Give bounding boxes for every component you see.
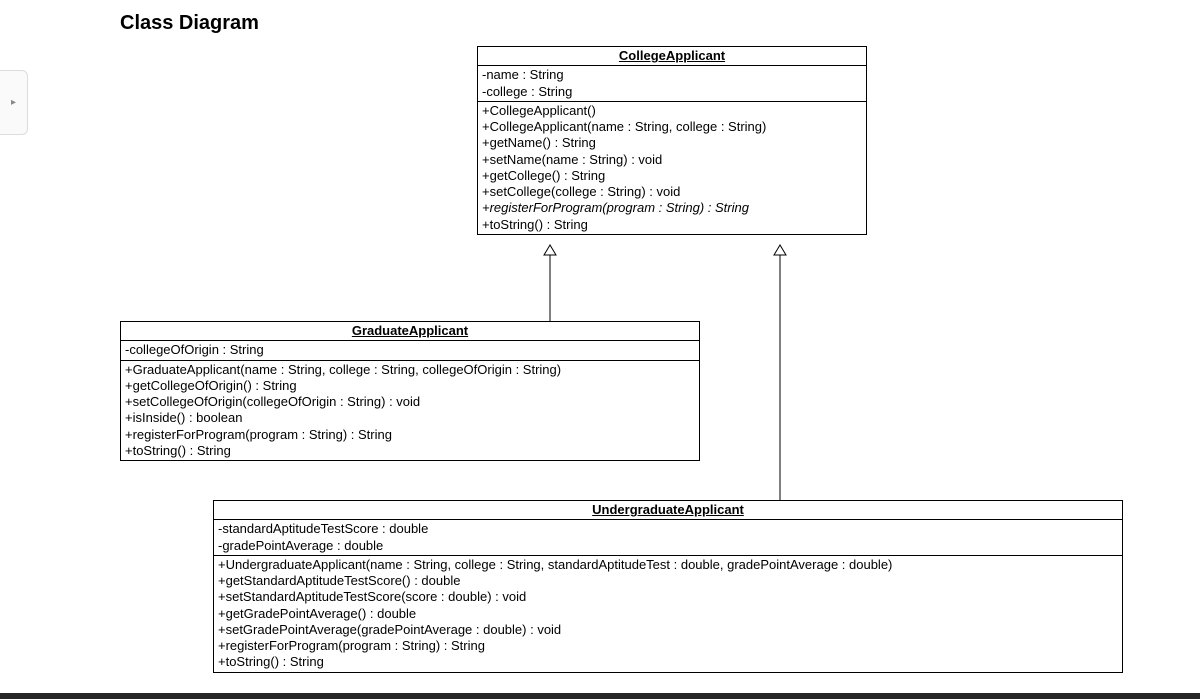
attribute-row: -name : String <box>482 67 862 83</box>
class-attributes: -collegeOfOrigin : String <box>121 341 699 360</box>
method-row: +CollegeApplicant() <box>482 103 862 119</box>
class-attributes: -standardAptitudeTestScore : double-grad… <box>214 520 1122 556</box>
method-row: +GraduateApplicant(name : String, colleg… <box>125 362 695 378</box>
method-row: +registerForProgram(program : String) : … <box>482 200 862 216</box>
method-row: +registerForProgram(program : String) : … <box>218 638 1118 654</box>
method-row: +CollegeApplicant(name : String, college… <box>482 119 862 135</box>
sidebar-expand-handle[interactable]: ▸ <box>0 70 28 135</box>
attribute-row: -gradePointAverage : double <box>218 538 1118 554</box>
attribute-row: -collegeOfOrigin : String <box>125 342 695 358</box>
method-row: +toString() : String <box>125 443 695 459</box>
class-methods: +UndergraduateApplicant(name : String, c… <box>214 556 1122 672</box>
class-graduateApplicant: GraduateApplicant-collegeOfOrigin : Stri… <box>120 321 700 461</box>
method-row: +setGradePointAverage(gradePointAverage … <box>218 622 1118 638</box>
class-methods: +CollegeApplicant()+CollegeApplicant(nam… <box>478 102 866 234</box>
attribute-row: -standardAptitudeTestScore : double <box>218 521 1118 537</box>
method-row: +toString() : String <box>218 654 1118 670</box>
attribute-row: -college : String <box>482 84 862 100</box>
class-name: UndergraduateApplicant <box>214 501 1122 520</box>
class-methods: +GraduateApplicant(name : String, colleg… <box>121 361 699 461</box>
class-undergraduateApplicant: UndergraduateApplicant-standardAptitudeT… <box>213 500 1123 673</box>
method-row: +isInside() : boolean <box>125 410 695 426</box>
method-row: +setCollege(college : String) : void <box>482 184 862 200</box>
chevron-right-icon: ▸ <box>11 97 16 108</box>
class-attributes: -name : String-college : String <box>478 66 866 102</box>
method-row: +getCollege() : String <box>482 168 862 184</box>
method-row: +registerForProgram(program : String) : … <box>125 427 695 443</box>
class-name: GraduateApplicant <box>121 322 699 341</box>
method-row: +getStandardAptitudeTestScore() : double <box>218 573 1118 589</box>
class-name: CollegeApplicant <box>478 47 866 66</box>
method-row: +setStandardAptitudeTestScore(score : do… <box>218 589 1118 605</box>
method-row: +getName() : String <box>482 135 862 151</box>
method-row: +getGradePointAverage() : double <box>218 606 1118 622</box>
method-row: +getCollegeOfOrigin() : String <box>125 378 695 394</box>
method-row: +toString() : String <box>482 217 862 233</box>
page-title: Class Diagram <box>120 12 259 35</box>
method-row: +setName(name : String) : void <box>482 152 862 168</box>
method-row: +setCollegeOfOrigin(collegeOfOrigin : St… <box>125 394 695 410</box>
method-row: +UndergraduateApplicant(name : String, c… <box>218 557 1118 573</box>
class-collegeApplicant: CollegeApplicant-name : String-college :… <box>477 46 867 235</box>
bottom-bar <box>0 693 1200 699</box>
